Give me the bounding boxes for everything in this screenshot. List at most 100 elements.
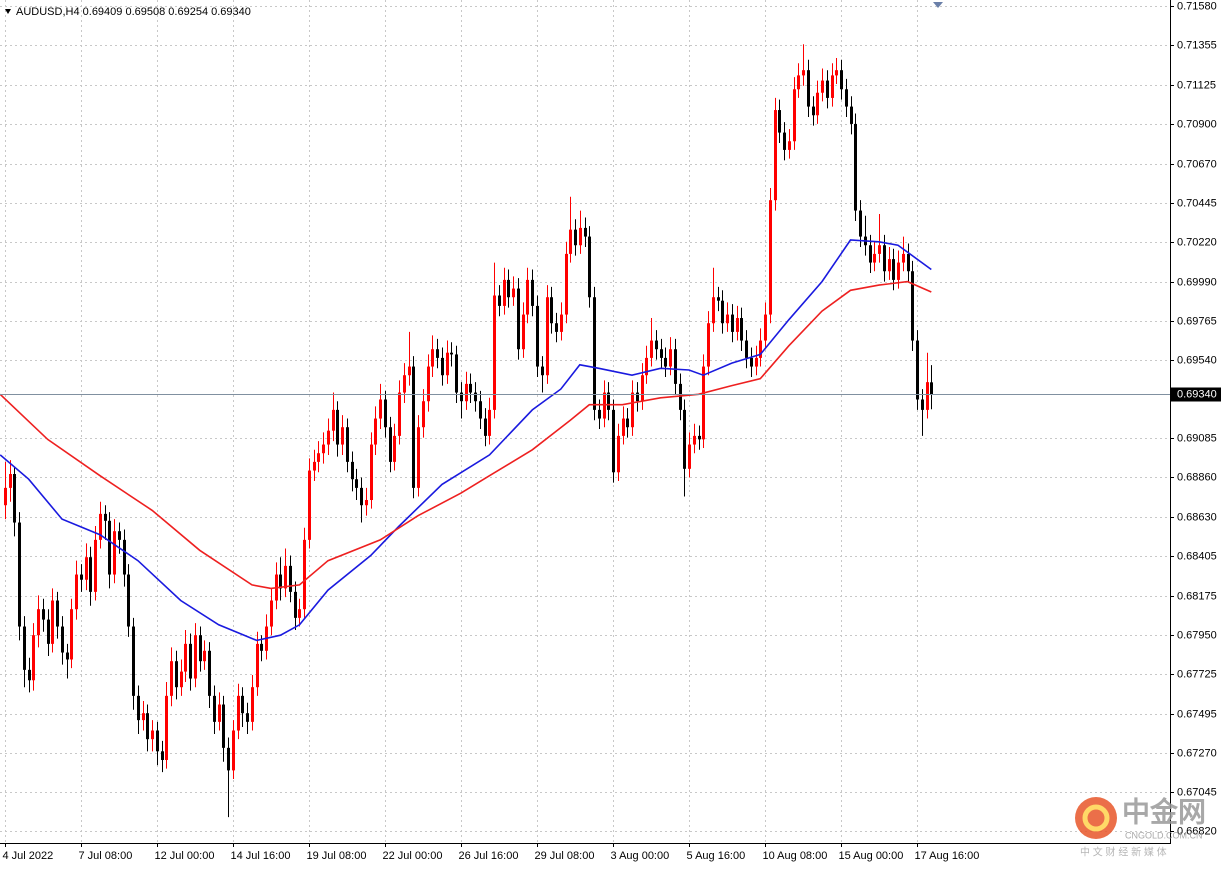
candle-body: [237, 695, 240, 731]
candle-body: [655, 340, 658, 350]
plot: [0, 44, 1170, 818]
candle-body: [883, 245, 886, 272]
candle-body: [517, 288, 520, 350]
x-tick-label: 17 Aug 16:00: [915, 850, 980, 862]
candle-body: [631, 392, 634, 428]
candle-body: [707, 323, 710, 367]
candle-body: [926, 382, 929, 410]
chart-header: AUDUSD,H4 0.69409 0.69508 0.69254 0.6934…: [16, 6, 251, 18]
candle-body: [213, 695, 216, 722]
candle-body: [9, 474, 12, 488]
high: 0.69508: [125, 6, 165, 18]
candle-body: [446, 352, 449, 376]
y-tick-label: 0.70220: [1177, 236, 1217, 248]
candle-body: [531, 279, 534, 306]
y-tick-label: 0.66820: [1177, 825, 1217, 837]
candle-body: [56, 600, 59, 627]
x-tick-label: 7 Jul 08:00: [79, 850, 133, 862]
watermark-site: CNGOLD.COM.CN: [1125, 830, 1203, 840]
candle-body: [603, 392, 606, 419]
candle-body: [902, 253, 905, 263]
candle-body: [560, 314, 563, 332]
candle-body: [379, 399, 382, 419]
candle-body: [298, 609, 301, 618]
candle-body: [669, 349, 672, 367]
candle-body: [123, 539, 126, 575]
candle-body: [13, 474, 16, 523]
watermark-name: 中金网: [1122, 795, 1206, 827]
candle-body: [783, 132, 786, 150]
candle-body: [797, 75, 800, 90]
candle-body: [698, 435, 701, 440]
candle-body: [70, 609, 73, 660]
x-tick-label: 22 Jul 00:00: [383, 850, 443, 862]
candle-body: [317, 453, 320, 462]
candle-body: [617, 435, 620, 473]
candle-body: [332, 409, 335, 431]
candle-body: [393, 435, 396, 462]
candle-body: [812, 106, 815, 116]
candle-body: [712, 297, 715, 324]
watermark-slogan: 中 文 财 经 新 媒 体: [1080, 846, 1167, 859]
candle-body: [731, 314, 734, 332]
candle-body: [588, 236, 591, 298]
close: 0.69340: [211, 6, 251, 18]
y-tick-label: 0.67495: [1177, 708, 1217, 720]
candle-body: [75, 574, 78, 610]
y-tick-label: 0.71125: [1177, 79, 1216, 91]
candle-body: [99, 513, 102, 540]
candle-body: [89, 557, 92, 592]
candle-body: [541, 366, 544, 376]
candle-body: [289, 565, 292, 592]
candle-body: [441, 357, 444, 376]
candle-body: [175, 661, 178, 688]
candle-body: [759, 340, 762, 358]
candle-body: [137, 695, 140, 721]
candle-body: [156, 730, 159, 752]
candle-body: [888, 259, 891, 272]
y-tick-label: 0.67950: [1177, 629, 1217, 641]
candle-body: [921, 399, 924, 410]
candle-body: [227, 747, 230, 771]
candle-body: [341, 427, 344, 445]
candle-body: [336, 409, 339, 445]
candle-body: [892, 259, 895, 280]
candle-body: [788, 141, 791, 150]
candle-body: [930, 382, 933, 395]
candle-body: [660, 349, 663, 358]
candle-body: [360, 487, 363, 506]
candle-body: [284, 565, 287, 589]
candle-body: [365, 500, 368, 506]
candle-body: [641, 375, 644, 402]
candle-body: [85, 557, 88, 580]
y-tick-label: 0.67270: [1177, 747, 1217, 759]
candle-body: [816, 92, 819, 116]
x-tick-label: 3 Aug 00:00: [611, 850, 670, 862]
y-tick-label: 0.69540: [1177, 354, 1217, 366]
candle-body: [403, 375, 406, 393]
candle-body: [132, 626, 135, 696]
candle-body: [565, 253, 568, 315]
x-tick-label: 5 Aug 16:00: [687, 850, 746, 862]
candle-body: [94, 539, 97, 592]
candle-body: [907, 253, 910, 272]
candle-body: [474, 392, 477, 402]
candle-body: [208, 650, 211, 696]
candle-body: [37, 609, 40, 636]
candle-body: [726, 314, 729, 324]
candle-body: [774, 110, 777, 201]
candle-body: [574, 229, 577, 246]
candle-body: [507, 279, 510, 298]
y-tick-label: 0.70900: [1177, 118, 1217, 130]
candle-body: [184, 643, 187, 672]
candle-body: [750, 357, 753, 367]
candle-body: [4, 487, 7, 506]
candle-body: [270, 600, 273, 627]
candle-body: [450, 352, 453, 355]
candle-body: [28, 669, 31, 681]
y-tick-label: 0.68860: [1177, 471, 1217, 483]
candle-body: [831, 75, 834, 98]
candle-body: [222, 704, 225, 748]
candle-body: [146, 713, 149, 740]
x-tick-label: 12 Jul 00:00: [155, 850, 215, 862]
